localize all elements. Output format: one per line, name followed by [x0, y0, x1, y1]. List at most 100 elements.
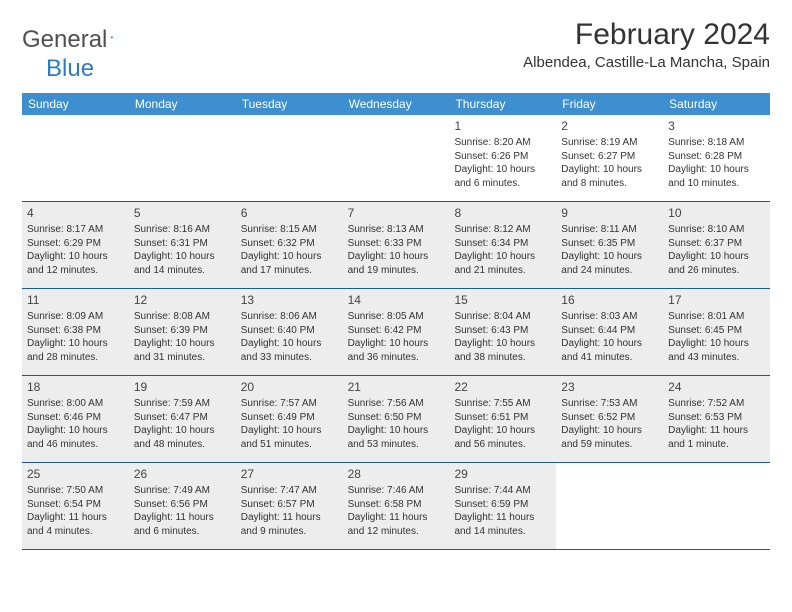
daylight-text: Daylight: 10 hours and 12 minutes. [27, 250, 124, 277]
day-cell: 5Sunrise: 8:16 AMSunset: 6:31 PMDaylight… [129, 202, 236, 288]
sunrise-text: Sunrise: 8:08 AM [134, 310, 231, 324]
daylight-text: Daylight: 10 hours and 26 minutes. [668, 250, 765, 277]
day-cell [129, 115, 236, 201]
sunset-text: Sunset: 6:35 PM [561, 237, 658, 251]
day-number: 3 [668, 118, 765, 134]
day-cell: 18Sunrise: 8:00 AMSunset: 6:46 PMDayligh… [22, 376, 129, 462]
week-row: 11Sunrise: 8:09 AMSunset: 6:38 PMDayligh… [22, 289, 770, 376]
day-number: 29 [454, 466, 551, 482]
day-cell: 12Sunrise: 8:08 AMSunset: 6:39 PMDayligh… [129, 289, 236, 375]
daylight-text: Daylight: 10 hours and 53 minutes. [348, 424, 445, 451]
sunset-text: Sunset: 6:40 PM [241, 324, 338, 338]
day-cell: 16Sunrise: 8:03 AMSunset: 6:44 PMDayligh… [556, 289, 663, 375]
day-cell: 14 Sunrise: 8:05 AMSunset: 6:42 PMDayligh… [343, 289, 450, 375]
daylight-text: Daylight: 11 hours and 9 minutes. [241, 511, 338, 538]
sunrise-text: Sunrise: 8:16 AM [134, 223, 231, 237]
day-cell: 15Sunrise: 8:04 AMSunset: 6:43 PMDayligh… [449, 289, 556, 375]
sunset-text: Sunset: 6:49 PM [241, 411, 338, 425]
day-cell [22, 115, 129, 201]
sunrise-text: Sunrise: 8:20 AM [454, 136, 551, 150]
sunset-text: Sunset: 6:56 PM [134, 498, 231, 512]
sunrise-text: Sunrise: 8:18 AM [668, 136, 765, 150]
sunrise-text: Sunrise: 7:56 AM [348, 397, 445, 411]
day-number: 10 [668, 205, 765, 221]
logo: General [22, 18, 132, 54]
sunrise-text: Sunrise: 8:09 AM [27, 310, 124, 324]
sunset-text: Sunset: 6:33 PM [348, 237, 445, 251]
day-number: 23 [561, 379, 658, 395]
sunrise-text: Sunrise: 7:44 AM [454, 484, 551, 498]
day-cell [663, 463, 770, 549]
sunset-text: Sunset: 6:26 PM [454, 150, 551, 164]
sunset-text: Sunset: 6:46 PM [27, 411, 124, 425]
day-cell: 25Sunrise: 7:50 AMSunset: 6:54 PMDayligh… [22, 463, 129, 549]
sunrise-text: Sunrise: 7:46 AM [348, 484, 445, 498]
daylight-text: Daylight: 10 hours and 17 minutes. [241, 250, 338, 277]
location: Albendea, Castille-La Mancha, Spain [523, 54, 770, 71]
day-number: 2 [561, 118, 658, 134]
month-title: February 2024 [523, 18, 770, 52]
day-cell: 23Sunrise: 7:53 AMSunset: 6:52 PMDayligh… [556, 376, 663, 462]
daylight-text: Daylight: 10 hours and 51 minutes. [241, 424, 338, 451]
daylight-text: Daylight: 10 hours and 6 minutes. [454, 163, 551, 190]
sunset-text: Sunset: 6:53 PM [668, 411, 765, 425]
daylight-text: Daylight: 10 hours and 8 minutes. [561, 163, 658, 190]
dow-wednesday: Wednesday [343, 93, 450, 115]
daylight-text: Daylight: 10 hours and 36 minutes. [348, 337, 445, 364]
day-number: 12 [134, 292, 231, 308]
sunrise-text: Sunrise: 8:15 AM [241, 223, 338, 237]
sunrise-text: Sunrise: 7:59 AM [134, 397, 231, 411]
day-number: 15 [454, 292, 551, 308]
day-cell: 17Sunrise: 8:01 AMSunset: 6:45 PMDayligh… [663, 289, 770, 375]
day-number: 14 [348, 292, 445, 308]
day-number: 17 [668, 292, 765, 308]
sunrise-text: Sunrise: 8:01 AM [668, 310, 765, 324]
daylight-text: Daylight: 11 hours and 6 minutes. [134, 511, 231, 538]
day-cell: 3Sunrise: 8:18 AMSunset: 6:28 PMDaylight… [663, 115, 770, 201]
daylight-text: Daylight: 10 hours and 56 minutes. [454, 424, 551, 451]
daylight-text: Daylight: 11 hours and 14 minutes. [454, 511, 551, 538]
sunset-text: Sunset: 6:57 PM [241, 498, 338, 512]
day-cell: 27Sunrise: 7:47 AMSunset: 6:57 PMDayligh… [236, 463, 343, 549]
sunrise-text: Sunrise: 8:17 AM [27, 223, 124, 237]
sunrise-text: Sunrise: 8:05 AM [348, 310, 445, 324]
logo-sail-icon [110, 26, 114, 48]
day-cell: 9Sunrise: 8:11 AMSunset: 6:35 PMDaylight… [556, 202, 663, 288]
day-number: 25 [27, 466, 124, 482]
daylight-text: Daylight: 11 hours and 4 minutes. [27, 511, 124, 538]
sunset-text: Sunset: 6:32 PM [241, 237, 338, 251]
day-number: 21 [348, 379, 445, 395]
day-number: 22 [454, 379, 551, 395]
day-number: 11 [27, 292, 124, 308]
sunset-text: Sunset: 6:42 PM [348, 324, 445, 338]
day-number: 13 [241, 292, 338, 308]
sunset-text: Sunset: 6:50 PM [348, 411, 445, 425]
day-number: 4 [27, 205, 124, 221]
logo-text-general: General [22, 26, 107, 54]
day-cell: 24Sunrise: 7:52 AMSunset: 6:53 PMDayligh… [663, 376, 770, 462]
daylight-text: Daylight: 11 hours and 1 minute. [668, 424, 765, 451]
sunrise-text: Sunrise: 7:50 AM [27, 484, 124, 498]
sunset-text: Sunset: 6:31 PM [134, 237, 231, 251]
daylight-text: Daylight: 10 hours and 19 minutes. [348, 250, 445, 277]
day-cell [343, 115, 450, 201]
day-cell: 21 Sunrise: 7:56 AMSunset: 6:50 PMDayligh… [343, 376, 450, 462]
day-number: 28 [348, 466, 445, 482]
day-number: 26 [134, 466, 231, 482]
sunset-text: Sunset: 6:47 PM [134, 411, 231, 425]
daylight-text: Daylight: 11 hours and 12 minutes. [348, 511, 445, 538]
sunset-text: Sunset: 6:52 PM [561, 411, 658, 425]
day-number: 19 [134, 379, 231, 395]
day-cell [236, 115, 343, 201]
day-cell: 28Sunrise: 7:46 AMSunset: 6:58 PMDayligh… [343, 463, 450, 549]
sunset-text: Sunset: 6:51 PM [454, 411, 551, 425]
daylight-text: Daylight: 10 hours and 21 minutes. [454, 250, 551, 277]
day-of-week-header: Sunday Monday Tuesday Wednesday Thursday… [22, 93, 770, 115]
sunset-text: Sunset: 6:28 PM [668, 150, 765, 164]
day-cell: 1Sunrise: 8:20 AMSunset: 6:26 PMDaylight… [449, 115, 556, 201]
day-number: 16 [561, 292, 658, 308]
sunset-text: Sunset: 6:39 PM [134, 324, 231, 338]
sunrise-text: Sunrise: 8:06 AM [241, 310, 338, 324]
daylight-text: Daylight: 10 hours and 43 minutes. [668, 337, 765, 364]
day-cell [556, 463, 663, 549]
